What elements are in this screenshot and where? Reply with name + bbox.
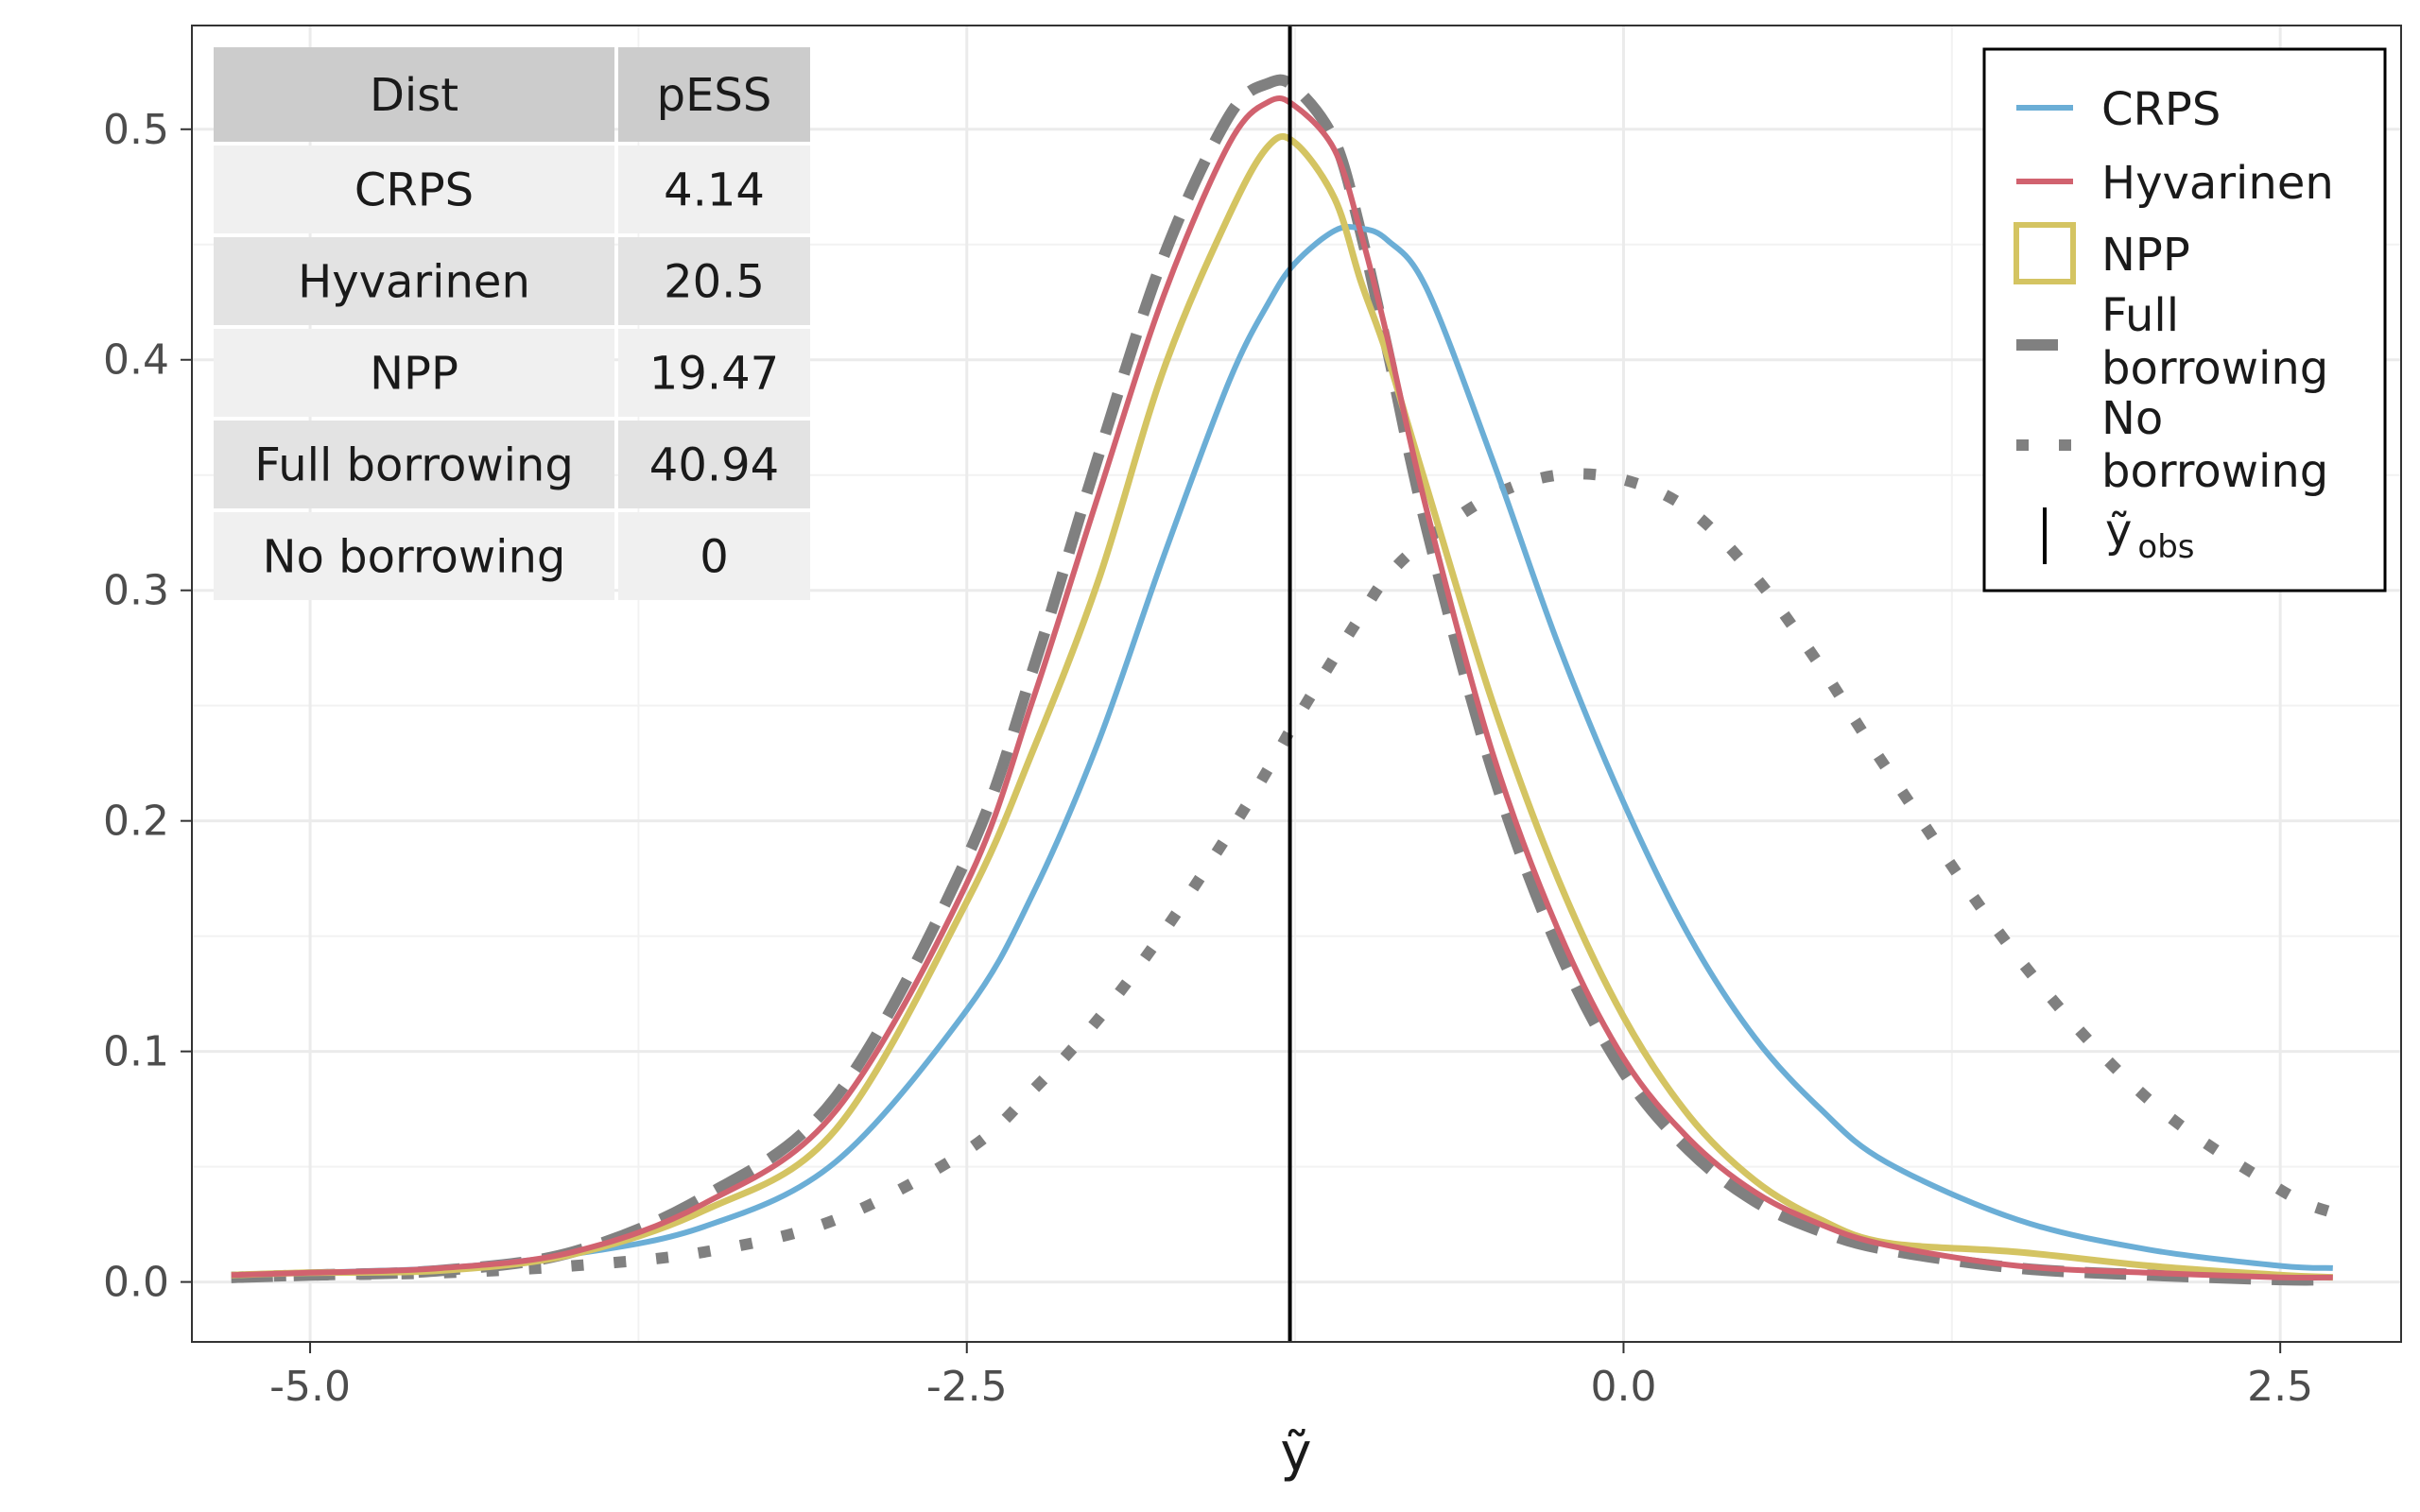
legend-label-no-borrowing: No borrowing: [2101, 392, 2328, 498]
table-cell: [618, 146, 810, 233]
table-cell-text: Full borrowing: [254, 439, 574, 492]
x-tick-label: -5.0: [269, 1363, 351, 1411]
table-cell: [214, 512, 614, 600]
y-tick-label: 0.1: [103, 1028, 169, 1076]
table-cell-text: 4.14: [664, 164, 765, 217]
y-tick-label: 0.4: [103, 336, 169, 385]
table-cell-text: CRPS: [354, 164, 474, 217]
y-tick-label: 0.5: [103, 106, 169, 154]
table-header-text: Dist: [370, 69, 458, 122]
table-cell-text: 20.5: [664, 256, 765, 309]
x-axis-title: ỹ: [1280, 1422, 1311, 1484]
x-tick-label: 0.0: [1590, 1363, 1656, 1411]
series-line-crps: [231, 224, 2333, 1279]
legend-label-hyvarinen: Hyvarinen: [2101, 157, 2334, 210]
x-tick-label: 2.5: [2247, 1363, 2313, 1411]
series-line-no-borrowing: [231, 468, 2336, 1283]
table-header-cell: [214, 47, 614, 142]
legend-box: [1982, 47, 2387, 593]
table-cell-text: Hyvarinen: [298, 256, 530, 309]
series-line-full-borrowing: [231, 74, 2333, 1286]
table-cell: [618, 421, 810, 508]
table-cell: [618, 512, 810, 600]
pess-table: Dist pESS CRPS 4.14 Hyvarinen 20.5 NPP 19.47 Ful…: [214, 47, 810, 600]
x-tick-label: -2.5: [926, 1363, 1008, 1411]
y-tick-label: 0.2: [103, 798, 169, 846]
axis-ticks: -5.0 -2.5 0.0 2.5 0.0 0.1 0.2 0.3 0.4 0.5: [103, 106, 2313, 1411]
series-line-npp: [231, 132, 2333, 1281]
table-cell: [214, 421, 614, 508]
table-cell: [618, 329, 810, 417]
table-cell-text: No borrowing: [263, 531, 566, 584]
legend-label-obs: ỹ obs: [2105, 505, 2195, 566]
series-layer: [231, 74, 2336, 1286]
y-tick-label: 0.3: [103, 567, 169, 615]
table-cell: [214, 237, 614, 325]
table-cell-text: 0: [700, 531, 729, 584]
table-header-cell: [618, 47, 810, 142]
legend-label-full-borrowing: Full borrowing: [2101, 289, 2328, 395]
panel-border: [191, 25, 2402, 1343]
series-line-hyvarinen: [231, 94, 2333, 1281]
table-cell-text: 19.47: [649, 348, 779, 401]
table-header-text: pESS: [657, 69, 772, 122]
legend-label-npp: NPP: [2101, 229, 2190, 282]
table-cell: [214, 329, 614, 417]
legend-key-npp: [2014, 222, 2076, 284]
y-tick-label: 0.0: [103, 1259, 169, 1307]
table-cell-text: NPP: [370, 348, 458, 401]
table-cell-text: 40.94: [649, 439, 779, 492]
table-cell: [214, 146, 614, 233]
legend-label-crps: CRPS: [2101, 83, 2221, 136]
table-cell: [618, 237, 810, 325]
